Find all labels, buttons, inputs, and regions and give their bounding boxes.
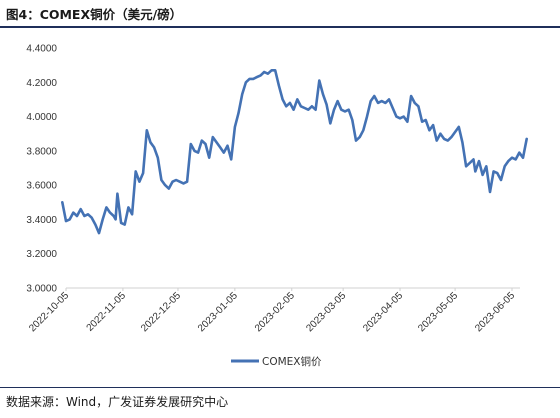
source-rule — [0, 387, 560, 388]
series-layer — [61, 69, 528, 235]
x-tick-label: 2023-06-05 — [473, 290, 517, 334]
y-tick-label: 3.8000 — [26, 146, 57, 157]
x-tick-label: 2023-01-05 — [196, 290, 240, 334]
x-tick-label: 2022-10-05 — [27, 290, 71, 334]
y-tick-label: 3.0000 — [26, 284, 57, 295]
figure-title: 图4：COMEX铜价（美元/磅） — [6, 7, 183, 22]
y-tick-label: 4.4000 — [26, 44, 57, 55]
y-tick-label: 3.6000 — [26, 181, 57, 192]
title-rule — [0, 26, 560, 28]
legend: COMEX铜价 — [231, 356, 322, 368]
x-tick-label: 2023-03-05 — [304, 290, 348, 334]
x-axis: 2022-10-05 2022-11-05 2022-12-05 2023-01-05… — [27, 288, 517, 334]
y-tick-label: 3.4000 — [26, 215, 57, 226]
x-tick-label: 2023-04-05 — [361, 290, 405, 334]
x-tick-label: 2023-02-05 — [253, 290, 297, 334]
y-tick-label: 3.2000 — [26, 249, 57, 260]
line-chart: 3.0000 3.2000 3.4000 3.6000 3.8000 4.0000 4.20… — [26, 44, 528, 368]
source-note: 数据来源：Wind，广发证券发展研究中心 — [6, 395, 229, 409]
x-tick-label: 2022-11-05 — [85, 290, 129, 334]
y-axis: 3.0000 3.2000 3.4000 3.6000 3.8000 4.0000 4.20… — [26, 44, 57, 295]
series-line — [61, 69, 528, 235]
y-tick-label: 4.2000 — [26, 78, 57, 89]
x-tick-label: 2023-05-05 — [416, 290, 460, 334]
y-tick-label: 4.0000 — [26, 112, 57, 123]
x-tick-label: 2022-12-05 — [139, 290, 183, 334]
legend-label: COMEX铜价 — [262, 356, 322, 368]
